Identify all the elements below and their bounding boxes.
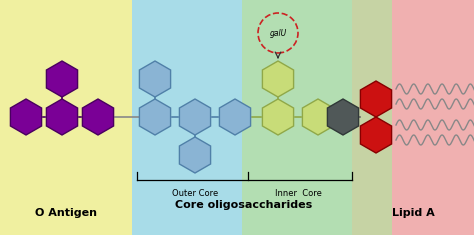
FancyBboxPatch shape <box>352 0 474 235</box>
Text: O Antigen: O Antigen <box>35 208 97 218</box>
Text: galU: galU <box>269 28 287 38</box>
Polygon shape <box>180 99 210 135</box>
Text: Lipid A: Lipid A <box>392 208 434 218</box>
Polygon shape <box>82 99 114 135</box>
Polygon shape <box>180 137 210 173</box>
Text: Core oligosaccharides: Core oligosaccharides <box>175 200 313 210</box>
Polygon shape <box>10 99 42 135</box>
Polygon shape <box>219 99 251 135</box>
Polygon shape <box>263 99 293 135</box>
Polygon shape <box>328 99 359 135</box>
Polygon shape <box>263 61 293 97</box>
Polygon shape <box>302 99 334 135</box>
FancyBboxPatch shape <box>0 0 132 235</box>
Polygon shape <box>46 99 78 135</box>
Polygon shape <box>139 99 171 135</box>
FancyBboxPatch shape <box>132 0 352 235</box>
Polygon shape <box>139 61 171 97</box>
Polygon shape <box>360 117 392 153</box>
Text: Outer Core: Outer Core <box>172 188 218 197</box>
Polygon shape <box>46 61 78 97</box>
Text: Inner  Core: Inner Core <box>274 188 321 197</box>
Polygon shape <box>360 81 392 117</box>
FancyBboxPatch shape <box>242 0 392 235</box>
